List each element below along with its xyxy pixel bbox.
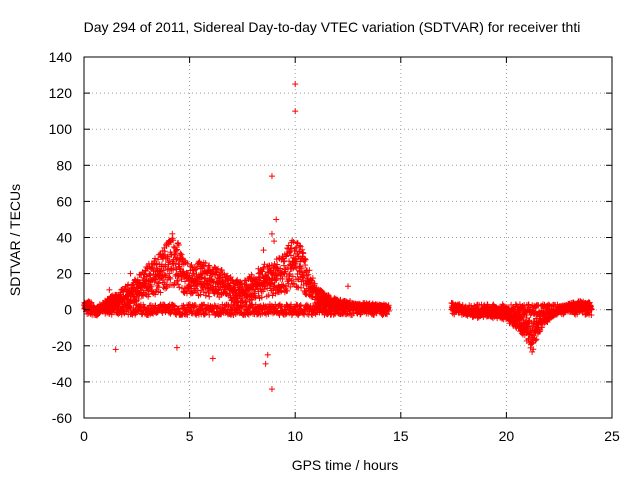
data-point	[172, 260, 179, 267]
data-point	[529, 348, 536, 355]
data-point	[202, 311, 209, 318]
data-point	[173, 246, 180, 253]
data-point	[152, 255, 159, 262]
x-tick-labels: 0 5 10 15 20 25	[80, 428, 620, 444]
data-point	[162, 263, 169, 270]
data-point	[206, 311, 213, 318]
data-point	[202, 260, 209, 267]
y-tick-label: 0	[64, 302, 72, 318]
data-point	[188, 261, 195, 268]
data-point	[152, 291, 159, 298]
data-point	[193, 265, 200, 272]
data-points	[81, 81, 595, 393]
y-tick-label: 120	[49, 85, 73, 101]
data-point	[175, 242, 182, 249]
y-tick-label: 100	[49, 121, 73, 137]
outlier-point	[292, 81, 299, 88]
data-point	[297, 284, 304, 291]
data-point	[167, 275, 174, 282]
outlier-point	[271, 238, 278, 245]
outlier-point	[268, 386, 275, 393]
data-point	[170, 237, 177, 244]
data-point	[160, 267, 167, 274]
data-point	[178, 251, 185, 258]
data-point	[194, 287, 201, 294]
outlier-point	[268, 173, 275, 180]
outlier-point	[127, 270, 134, 277]
y-axis-label: SDTVAR / TECUs	[7, 184, 23, 296]
data-point	[170, 243, 177, 250]
data-point	[176, 284, 183, 291]
data-point	[176, 265, 183, 272]
data-point	[135, 295, 142, 302]
data-point	[190, 267, 197, 274]
y-tick-label: -60	[52, 410, 72, 426]
x-tick-label: 25	[604, 428, 620, 444]
data-point	[160, 284, 167, 291]
data-point	[297, 243, 304, 250]
outlier-point	[292, 108, 299, 115]
y-tick-label: 60	[56, 193, 72, 209]
data-point	[206, 293, 213, 300]
data-point	[192, 302, 199, 309]
y-tick-label: 80	[56, 157, 72, 173]
data-point	[201, 301, 208, 308]
y-tick-label: -20	[52, 338, 72, 354]
outlier-point	[345, 283, 351, 290]
data-point	[166, 274, 173, 281]
outlier-point	[112, 346, 119, 353]
y-tick-label: 140	[49, 49, 73, 65]
x-tick-label: 20	[499, 428, 515, 444]
outlier-point	[209, 355, 216, 362]
outlier-point	[273, 216, 280, 223]
y-tick-label: -40	[52, 374, 72, 390]
data-point	[177, 250, 184, 257]
outlier-point	[268, 230, 275, 237]
outlier-point	[264, 351, 271, 358]
data-point	[164, 253, 171, 260]
x-tick-label: 0	[80, 428, 88, 444]
x-tick-label: 15	[393, 428, 409, 444]
x-axis-label: GPS time / hours	[292, 457, 399, 473]
chart-title: Day 294 of 2011, Sidereal Day-to-day VTE…	[84, 19, 581, 35]
data-point	[157, 289, 164, 296]
data-point	[178, 276, 185, 283]
data-point	[145, 291, 152, 298]
y-tick-label: 40	[56, 230, 72, 246]
data-point	[190, 270, 197, 277]
outlier-point	[262, 360, 269, 367]
data-point	[141, 303, 148, 310]
y-tick-label: 20	[56, 266, 72, 282]
data-point	[184, 260, 191, 267]
data-point	[173, 247, 180, 254]
data-point	[206, 262, 213, 269]
data-point	[175, 281, 182, 288]
outlier-point	[260, 247, 267, 254]
outlier-point	[106, 286, 113, 293]
data-point	[163, 283, 170, 290]
x-tick-label: 5	[186, 428, 194, 444]
data-point	[155, 256, 162, 263]
data-point	[88, 299, 95, 306]
grid-lines	[84, 57, 612, 418]
y-tick-labels: -60 -40 -20 0 20 40 60 80 100 120 140	[49, 49, 73, 426]
outlier-point	[173, 344, 180, 351]
x-tick-label: 10	[287, 428, 303, 444]
data-point	[198, 274, 205, 281]
data-point	[197, 291, 204, 298]
